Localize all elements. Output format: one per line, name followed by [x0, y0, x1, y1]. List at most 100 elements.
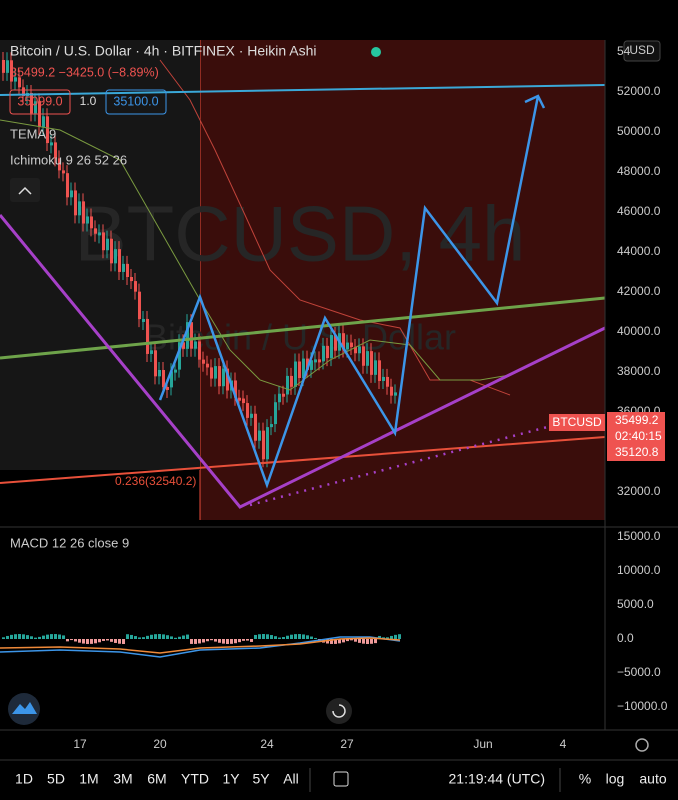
- candle: [22, 87, 25, 97]
- histogram-bar: [266, 634, 269, 639]
- bid-box[interactable]: [9, 89, 71, 115]
- histogram-bar: [114, 639, 117, 643]
- collapse-icon: [18, 186, 32, 195]
- price-label: 50000.0: [617, 124, 661, 138]
- histogram-bar: [98, 639, 101, 643]
- ask-box[interactable]: [105, 89, 167, 115]
- currency-box[interactable]: [623, 40, 661, 62]
- bid: 35099.0: [17, 94, 62, 108]
- histogram-bar: [346, 639, 349, 642]
- candle: [206, 363, 209, 368]
- histogram-bar: [30, 636, 33, 639]
- candle: [302, 358, 305, 379]
- histogram-bar: [130, 634, 133, 639]
- histogram-bar: [246, 639, 249, 641]
- reset-icon: [332, 704, 346, 718]
- price-label: 46000.0: [617, 204, 661, 218]
- histogram-bar: [166, 635, 169, 639]
- candle: [70, 190, 73, 198]
- price-label: 42000.0: [617, 284, 661, 298]
- histogram-bar: [70, 639, 73, 641]
- histogram-bar: [90, 639, 93, 644]
- histogram-bar: [218, 639, 221, 643]
- histogram-bar: [226, 639, 229, 644]
- collapse-button[interactable]: [10, 178, 40, 202]
- range-button[interactable]: YTD: [181, 771, 209, 787]
- range-button[interactable]: 1D: [15, 771, 33, 787]
- currency: USD: [629, 43, 655, 57]
- fib-label: 0.236(32540.2): [115, 474, 196, 488]
- histogram-bar: [298, 634, 301, 639]
- time-label: 17: [73, 737, 87, 751]
- histogram-bar: [374, 639, 377, 644]
- range-button[interactable]: 5Y: [252, 771, 270, 787]
- histogram-bar: [26, 635, 29, 639]
- histogram-bar: [342, 639, 345, 643]
- histogram-bar: [238, 639, 241, 643]
- candle: [54, 142, 57, 159]
- candle: [310, 360, 313, 370]
- candle: [110, 238, 113, 264]
- histogram-bar: [242, 639, 245, 641]
- histogram-bar: [170, 636, 173, 639]
- price-label: 54: [617, 44, 631, 58]
- candle: [298, 361, 301, 379]
- candle: [58, 158, 61, 171]
- settings-icon[interactable]: [635, 738, 649, 752]
- ichimoku-line: [159, 59, 511, 396]
- calendar-icon[interactable]: [333, 771, 349, 787]
- histogram-bar: [338, 639, 341, 644]
- candle: [42, 116, 45, 127]
- histogram-bar: [362, 639, 365, 644]
- macd-line: [0, 636, 401, 658]
- candle: [250, 413, 253, 418]
- range-button[interactable]: 5D: [47, 771, 65, 787]
- histogram-bar: [50, 634, 53, 639]
- ticker: BTCUSD: [552, 415, 602, 429]
- candle: [14, 77, 17, 82]
- reset-button[interactable]: [326, 698, 352, 724]
- candle: [334, 335, 337, 351]
- percent-button[interactable]: %: [579, 771, 591, 787]
- candle: [74, 190, 77, 216]
- projection: [158, 95, 540, 489]
- candle: [270, 424, 273, 428]
- candle: [390, 386, 393, 396]
- histogram-bar: [54, 634, 57, 639]
- time-label: 20: [153, 737, 167, 751]
- candle: [178, 342, 181, 370]
- candle: [190, 322, 193, 349]
- candle: [10, 60, 13, 82]
- histogram-bar: [10, 634, 13, 639]
- histogram-bar: [350, 639, 353, 641]
- price-label: 48000.0: [617, 164, 661, 178]
- histogram-bar: [102, 639, 105, 641]
- range-button[interactable]: 3M: [113, 771, 132, 787]
- candle: [366, 351, 369, 366]
- range-button[interactable]: 1Y: [222, 771, 240, 787]
- histogram-bar: [158, 634, 161, 639]
- range-button[interactable]: 1M: [79, 771, 98, 787]
- candle: [182, 342, 185, 349]
- histogram-bar: [186, 634, 189, 639]
- macd-axis-label: −5000.0: [617, 665, 661, 679]
- range-button[interactable]: All: [283, 771, 299, 787]
- candle: [18, 77, 21, 88]
- price-badge: [607, 412, 665, 446]
- histogram-bar: [138, 637, 141, 639]
- candle: [214, 366, 217, 379]
- candle: [290, 375, 293, 387]
- histogram-bar: [118, 639, 121, 644]
- histogram-bar: [134, 636, 137, 639]
- candle: [322, 345, 325, 362]
- log-button[interactable]: log: [606, 771, 625, 787]
- candle: [350, 342, 353, 348]
- range-button[interactable]: 6M: [147, 771, 166, 787]
- candle: [354, 347, 357, 354]
- histogram-bar: [146, 635, 149, 639]
- clock[interactable]: 21:19:44 (UTC): [449, 771, 545, 787]
- histogram-bar: [278, 637, 281, 639]
- candle: [266, 427, 269, 460]
- candle: [358, 346, 361, 354]
- auto-button[interactable]: auto: [639, 771, 666, 787]
